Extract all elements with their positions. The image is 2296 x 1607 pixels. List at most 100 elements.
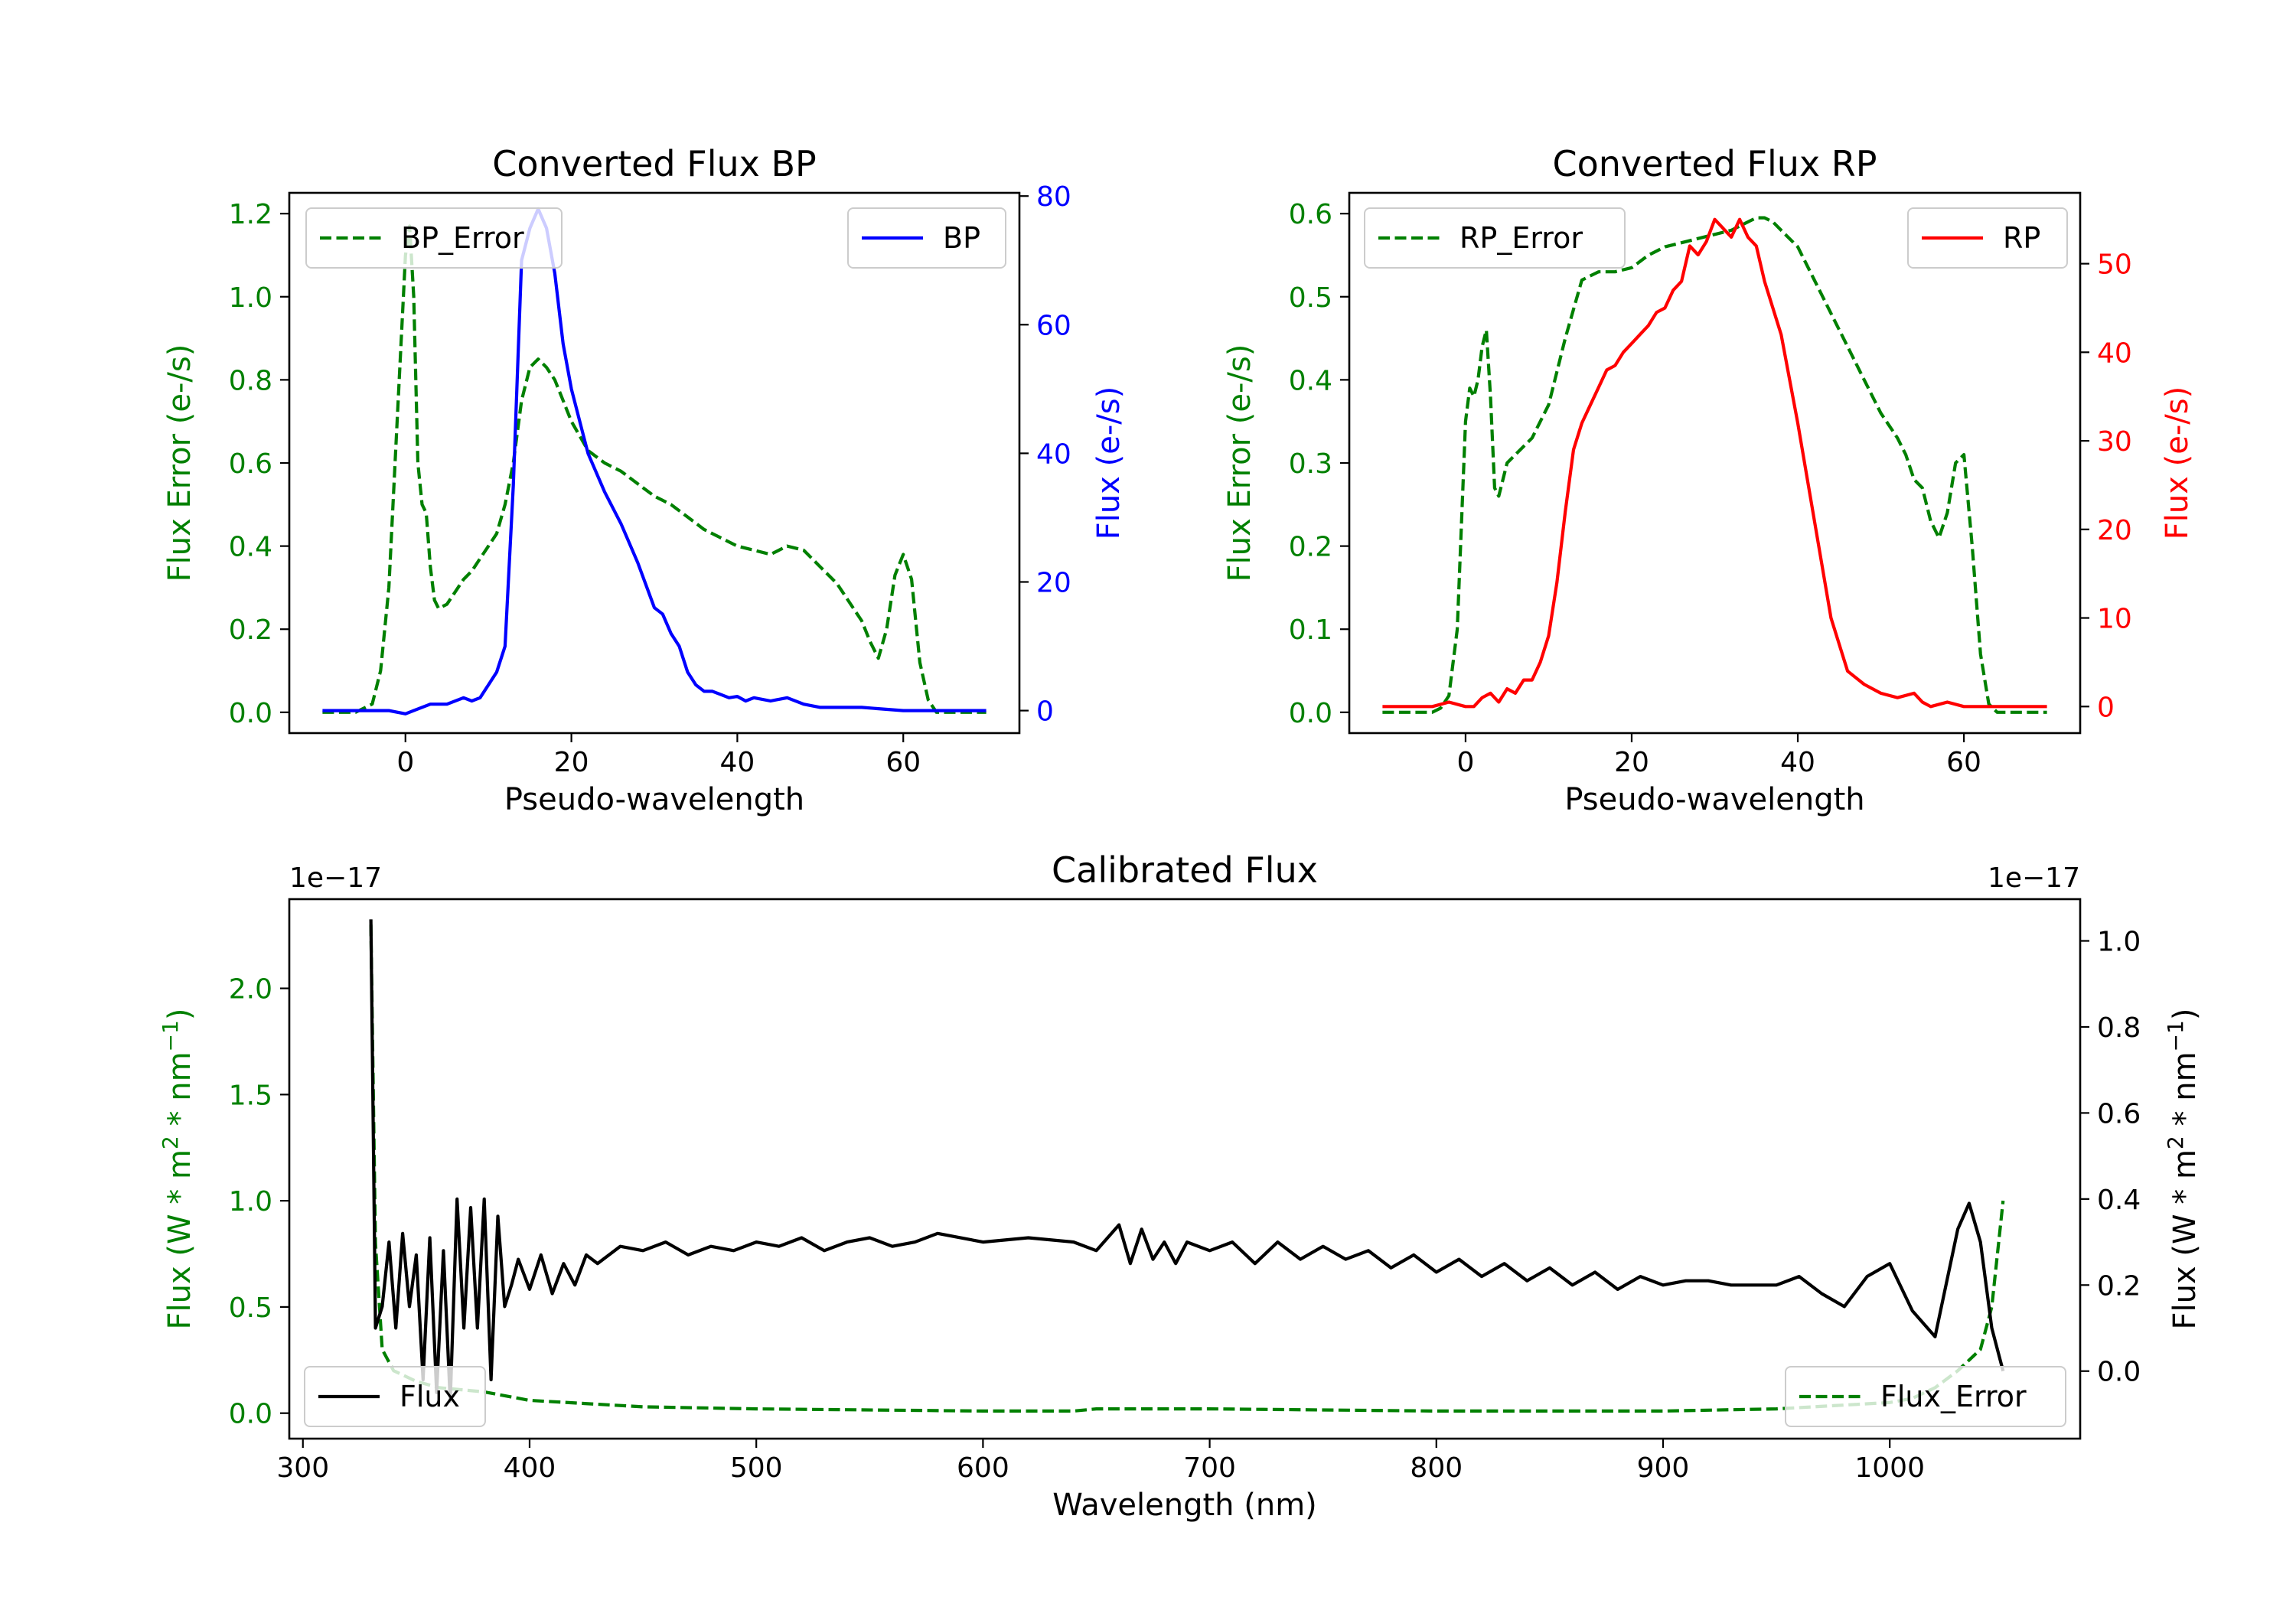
series-line-flux-error: [369, 924, 2005, 1413]
y-tick-label-right: 0.2: [2097, 1270, 2141, 1302]
x-tick-label: 1000: [1854, 1452, 1925, 1484]
y-tick-label-right: 20: [1036, 567, 1071, 598]
axis-label-part: ): [162, 1009, 197, 1021]
x-tick-label: 300: [276, 1452, 329, 1484]
y-tick-label-right: 0: [1036, 696, 1054, 728]
axes-frame: [288, 898, 2082, 1440]
series-line-bp: [322, 207, 987, 715]
chart-title: Converted Flux BP: [492, 143, 817, 184]
series-line-flux: [369, 919, 2005, 1403]
y-tick-label-right: 0.8: [2097, 1012, 2141, 1044]
offset-label-left: 1e−17: [289, 862, 382, 894]
panel-2: 0 20 40 60 0.0 0.1 0.2 0.3 0.4 0.5 0.6 0 10 20 30 40 50 C…: [1222, 143, 2195, 817]
axis-label-part: ): [2167, 1009, 2203, 1021]
x-axis-label: Pseudo-wavelength: [1564, 782, 1864, 817]
legend-box: [847, 207, 1006, 269]
legend-box: [1785, 1366, 2066, 1427]
panel-1: 0 20 40 60 0.0 0.2 0.4 0.6 0.8 1.0 1.2 0 20 40 60 80 Con…: [162, 143, 1127, 817]
y-tick-label-left: 0.5: [229, 1292, 272, 1324]
panel-3: 300 400 500 600 700 800 900 1000 0.0 0.5 1.0 1.5 2.0…: [158, 849, 2203, 1523]
legend: RP: [1907, 207, 2068, 269]
y-tick-label-right: 80: [1036, 181, 1071, 213]
y-axis-label-left: Flux Error (e-/s): [162, 344, 197, 582]
axis-label-part: 2: [2163, 1136, 2188, 1149]
y-tick-label-left: 0.0: [229, 698, 272, 729]
y-tick-label-left: 0.4: [1289, 365, 1332, 396]
axis-label-part: −1: [2163, 1020, 2188, 1051]
series-line-rp-error: [1382, 216, 2047, 714]
axis-label-part: −1: [158, 1020, 183, 1051]
x-tick-label: 60: [1946, 747, 1981, 778]
series-line-rp: [1382, 217, 2047, 709]
y-tick-label-right: 30: [2097, 426, 2132, 458]
axes-frame: [288, 191, 1021, 735]
x-axis-label: Pseudo-wavelength: [504, 782, 804, 817]
y-tick-label-right: 20: [2097, 515, 2132, 546]
x-tick-label: 700: [1183, 1452, 1236, 1484]
x-tick-label: 40: [1780, 747, 1815, 778]
y-tick-label-right: 40: [1036, 438, 1071, 470]
x-tick-label: 900: [1637, 1452, 1690, 1484]
y-tick-label-left: 2.0: [229, 974, 272, 1006]
legend: Flux: [304, 1366, 486, 1427]
x-tick-label: 600: [957, 1452, 1009, 1484]
y-tick-label-right: 40: [2097, 337, 2132, 369]
x-tick-label: 20: [554, 747, 589, 778]
y-tick-label-left: 0.6: [1289, 199, 1332, 230]
y-tick-label-right: 10: [2097, 604, 2132, 635]
legend-label: Flux: [400, 1380, 460, 1413]
y-tick-label-left: 0.1: [1289, 614, 1332, 646]
legend-label: BP: [943, 221, 980, 255]
legend: BP_Error: [305, 207, 563, 269]
y-tick-label-right: 1.0: [2097, 927, 2141, 958]
legend-label: RP_Error: [1459, 221, 1583, 255]
y-tick-label-left: 0.5: [1289, 282, 1332, 314]
legend-box: [1907, 207, 2068, 269]
axes-frame: [1348, 191, 2082, 735]
legend-label: Flux_Error: [1880, 1380, 2027, 1413]
x-axis-label: Wavelength (nm): [1052, 1488, 1317, 1523]
y-axis-label-left: Flux Error (e-/s): [1222, 344, 1257, 582]
legend-label: RP: [2003, 221, 2040, 255]
y-tick-label-left: 0.0: [229, 1399, 272, 1430]
y-tick-label-left: 0.0: [1289, 698, 1332, 729]
x-tick-label: 0: [1456, 747, 1474, 778]
legend-box: [304, 1366, 486, 1427]
y-axis-label-right: Flux (W * m2 * nm−1): [2163, 1009, 2203, 1330]
y-tick-label-right: 50: [2097, 249, 2132, 281]
y-tick-label-right: 0: [2097, 692, 2115, 723]
axis-label-part: * nm: [2167, 1051, 2203, 1136]
x-tick-label: 0: [396, 747, 414, 778]
chart-title: Converted Flux RP: [1553, 143, 1877, 184]
y-axis-label-right: Flux (e-/s): [2160, 386, 2195, 539]
legend-box: [305, 207, 563, 269]
y-tick-label-right: 0.4: [2097, 1185, 2141, 1216]
x-tick-label: 800: [1410, 1452, 1463, 1484]
x-tick-label: 40: [720, 747, 755, 778]
y-axis-label-left: Flux (W * m2 * nm−1): [158, 1009, 198, 1330]
y-tick-label-right: 0.0: [2097, 1357, 2141, 1388]
axis-label-part: * nm: [162, 1051, 197, 1136]
x-tick-label: 20: [1614, 747, 1649, 778]
series-line-bp-error: [322, 224, 987, 714]
legend: Flux_Error: [1785, 1366, 2066, 1427]
y-tick-label-left: 1.2: [229, 199, 272, 230]
x-tick-label: 500: [730, 1452, 783, 1484]
y-tick-label-left: 1.0: [229, 282, 272, 314]
y-tick-label-right: 60: [1036, 310, 1071, 341]
legend: BP: [847, 207, 1006, 269]
y-tick-label-right: 0.6: [2097, 1098, 2141, 1129]
axis-label-part: 2: [158, 1136, 183, 1149]
y-tick-label-left: 1.5: [229, 1080, 272, 1111]
y-tick-label-left: 0.6: [229, 448, 272, 480]
legend-label: BP_Error: [401, 221, 524, 255]
legend-box: [1364, 207, 1626, 269]
offset-label-right: 1e−17: [1988, 862, 2080, 894]
legend: RP_Error: [1364, 207, 1626, 269]
y-axis-label-right: Flux (e-/s): [1091, 386, 1127, 539]
x-tick-label: 60: [885, 747, 921, 778]
y-tick-label-left: 0.2: [229, 614, 272, 646]
y-tick-label-left: 1.0: [229, 1186, 272, 1217]
axis-label-part: Flux (W * m: [162, 1149, 197, 1329]
